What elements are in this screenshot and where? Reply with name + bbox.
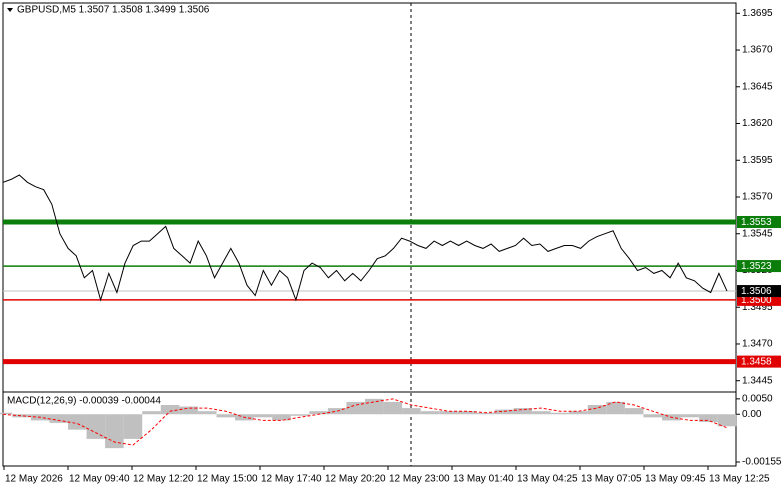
level-label: 1.3523 [741,261,772,272]
macd-bar [365,398,384,415]
macd-bar [179,406,198,415]
chart-title: GBPUSD,M5 1.3507 1.3508 1.3499 1.3506 [17,5,210,16]
price-line [2,174,728,302]
macd-bar [494,409,514,415]
macd-bar [0,412,13,415]
y-tick-label: 0.0050 [742,393,773,404]
x-tick-label: 13 May 09:45 [645,474,706,485]
x-tick-label: 13 May 07:05 [581,474,642,485]
last-price-label: 1.3506 [741,286,772,297]
macd-bar [550,412,570,415]
macd-bar [383,401,403,415]
x-tick-label: 12 May 23:00 [389,474,450,485]
macd-bar [253,414,273,418]
macd-bar [197,411,217,415]
level-label-bg [737,355,781,368]
macd-bar [439,411,458,415]
macd-bar [123,414,143,439]
level-label: 1.3500 [741,295,772,306]
macd-bar [142,411,161,415]
macd-bar [272,414,291,421]
x-tick-label: 12 May 20:20 [325,474,386,485]
y-tick-label: 1.3670 [742,45,773,56]
macd-bar [216,414,236,418]
macd-bar [49,414,68,423]
y-tick-label: 1.3645 [742,81,773,92]
y-tick-label: -0.00155 [742,457,781,468]
x-tick-label: 12 May 2026 [5,474,63,485]
macd-bar [717,414,737,427]
macd-bar [606,401,625,415]
macd-bar [12,414,31,418]
menu-arrow [7,8,13,12]
level-label: 1.3553 [741,217,772,228]
x-tick-label: 13 May 04:25 [517,474,578,485]
macd-bar [643,414,663,418]
macd-bar [67,414,87,430]
x-tick-label: 12 May 09:40 [69,474,130,485]
x-tick-label: 12 May 15:00 [197,474,258,485]
y-tick-label: 1.3470 [742,339,773,350]
macd-bar [420,411,440,415]
y-tick-label: 1.3595 [742,155,773,166]
macd-bar [402,408,421,415]
macd-bar [309,411,328,415]
plot-frame [2,2,737,467]
macd-bar [699,414,718,422]
macd-bar [86,414,106,439]
level-label: 1.3458 [741,357,772,368]
last-price-bg [737,285,781,298]
macd-bar [346,401,365,415]
macd-bar [569,411,588,415]
y-tick-label: 0.00 [742,409,762,420]
y-tick-label: 1.3545 [742,228,773,239]
signal-line [2,398,728,446]
y-tick-label: 1.3570 [742,192,773,203]
macd-bar [476,412,495,415]
y-tick-label: 1.3495 [742,302,773,313]
macd-bar [532,411,551,415]
y-tick-label: 1.3445 [742,375,773,386]
macd-bar [680,414,700,418]
macd-bar [457,411,477,415]
macd-bar [290,414,310,416]
x-tick-label: 12 May 17:40 [261,474,322,485]
level-label-bg [737,215,781,228]
macd-bar [513,408,533,415]
macd-title: MACD(12,26,9) -0.00039 -0.00044 [7,396,161,407]
macd-bar [624,408,644,415]
level-label-bg [737,260,781,273]
y-tick-label: 1.3695 [742,8,773,19]
x-tick-label: 12 May 12:20 [133,474,194,485]
x-tick-label: 13 May 01:40 [453,474,514,485]
x-tick-label: 13 May 12:25 [709,474,770,485]
y-tick-label: 1.3620 [742,118,773,129]
macd-bar [587,405,607,415]
macd-bar [160,405,180,415]
